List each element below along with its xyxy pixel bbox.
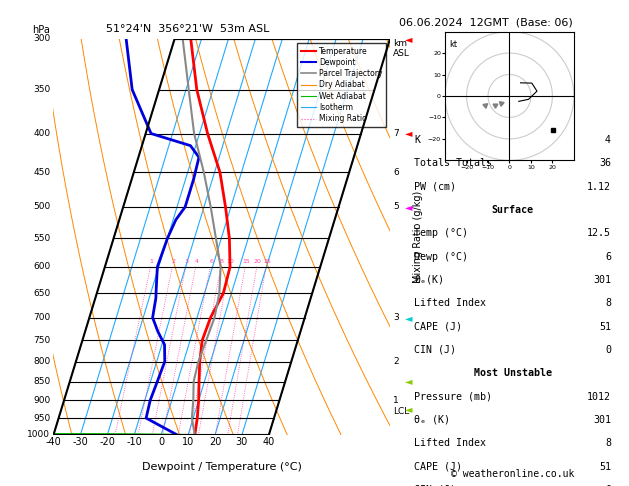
Text: ◄: ◄ [405,202,413,212]
Text: -10: -10 [126,437,142,448]
Text: ◄: ◄ [405,128,413,139]
Text: 650: 650 [33,289,50,298]
Text: 0: 0 [158,437,164,448]
Text: 1000: 1000 [27,431,50,439]
Text: © weatheronline.co.uk: © weatheronline.co.uk [451,469,574,479]
Text: 550: 550 [33,234,50,243]
Text: Pressure (mb): Pressure (mb) [415,392,493,401]
Text: ◄: ◄ [405,377,413,386]
Text: 8: 8 [605,438,611,448]
Text: 450: 450 [33,168,50,177]
Text: CAPE (J): CAPE (J) [415,322,462,331]
Text: 1: 1 [393,396,399,405]
Text: Dewpoint / Temperature (°C): Dewpoint / Temperature (°C) [142,462,302,472]
Text: 10: 10 [182,437,194,448]
Text: 06.06.2024  12GMT  (Base: 06): 06.06.2024 12GMT (Base: 06) [399,17,573,27]
Text: 5: 5 [393,203,399,211]
Text: -20: -20 [99,437,115,448]
Text: 3: 3 [185,259,189,264]
Text: 25: 25 [263,259,271,264]
Text: 20: 20 [209,437,221,448]
Text: LCL: LCL [393,407,409,416]
Text: 900: 900 [33,396,50,405]
Text: 301: 301 [593,415,611,425]
Text: -30: -30 [72,437,88,448]
Text: hPa: hPa [33,25,50,35]
Text: 20: 20 [254,259,262,264]
Text: 850: 850 [33,377,50,386]
Text: 1: 1 [150,259,153,264]
Text: 500: 500 [33,203,50,211]
Text: 8: 8 [605,298,611,308]
Text: 40: 40 [263,437,275,448]
Text: 700: 700 [33,313,50,322]
Text: 300: 300 [33,35,50,43]
Text: Mixing Ratio (g/kg): Mixing Ratio (g/kg) [413,191,423,283]
Legend: Temperature, Dewpoint, Parcel Trajectory, Dry Adiabat, Wet Adiabat, Isotherm, Mi: Temperature, Dewpoint, Parcel Trajectory… [297,43,386,127]
Text: 750: 750 [33,336,50,345]
Text: 950: 950 [33,414,50,423]
Text: PW (cm): PW (cm) [415,182,456,191]
Text: 0: 0 [605,345,611,355]
Text: 1012: 1012 [587,392,611,401]
Text: CIN (J): CIN (J) [415,485,456,486]
Text: 30: 30 [236,437,248,448]
Text: CAPE (J): CAPE (J) [415,462,462,471]
Text: 2: 2 [393,357,399,366]
Text: θₑ (K): θₑ (K) [415,415,450,425]
Text: 51°24'N  356°21'W  53m ASL: 51°24'N 356°21'W 53m ASL [106,24,270,34]
Text: 51: 51 [599,462,611,471]
Text: 6: 6 [209,259,213,264]
Text: Totals Totals: Totals Totals [415,158,493,168]
Text: 4: 4 [605,135,611,145]
Text: km
ASL: km ASL [393,39,410,57]
Text: 2: 2 [172,259,175,264]
Text: kt: kt [449,40,457,49]
Text: CIN (J): CIN (J) [415,345,456,355]
Text: Most Unstable: Most Unstable [474,368,552,378]
Text: 301: 301 [593,275,611,285]
Text: 0: 0 [605,485,611,486]
Text: ◄: ◄ [405,312,413,323]
Text: 800: 800 [33,357,50,366]
Text: 600: 600 [33,262,50,271]
Text: K: K [415,135,420,145]
Text: 36: 36 [599,158,611,168]
Text: 7: 7 [393,129,399,138]
Text: ◄: ◄ [405,404,413,415]
Text: Surface: Surface [492,205,533,215]
Text: 51: 51 [599,322,611,331]
Text: ◄: ◄ [405,34,413,44]
Text: Temp (°C): Temp (°C) [415,228,468,238]
Text: 350: 350 [33,85,50,94]
Text: Lifted Index: Lifted Index [415,298,486,308]
Text: 6: 6 [605,252,611,261]
Text: 12.5: 12.5 [587,228,611,238]
Text: 3: 3 [393,313,399,322]
Text: Lifted Index: Lifted Index [415,438,486,448]
Text: θₑ(K): θₑ(K) [415,275,444,285]
Text: 6: 6 [393,168,399,177]
Text: 4: 4 [195,259,199,264]
Text: 10: 10 [226,259,234,264]
Text: -40: -40 [45,437,62,448]
Text: 400: 400 [33,129,50,138]
Text: 1.12: 1.12 [587,182,611,191]
Text: 8: 8 [220,259,224,264]
Text: Dewp (°C): Dewp (°C) [415,252,468,261]
Text: 15: 15 [242,259,250,264]
